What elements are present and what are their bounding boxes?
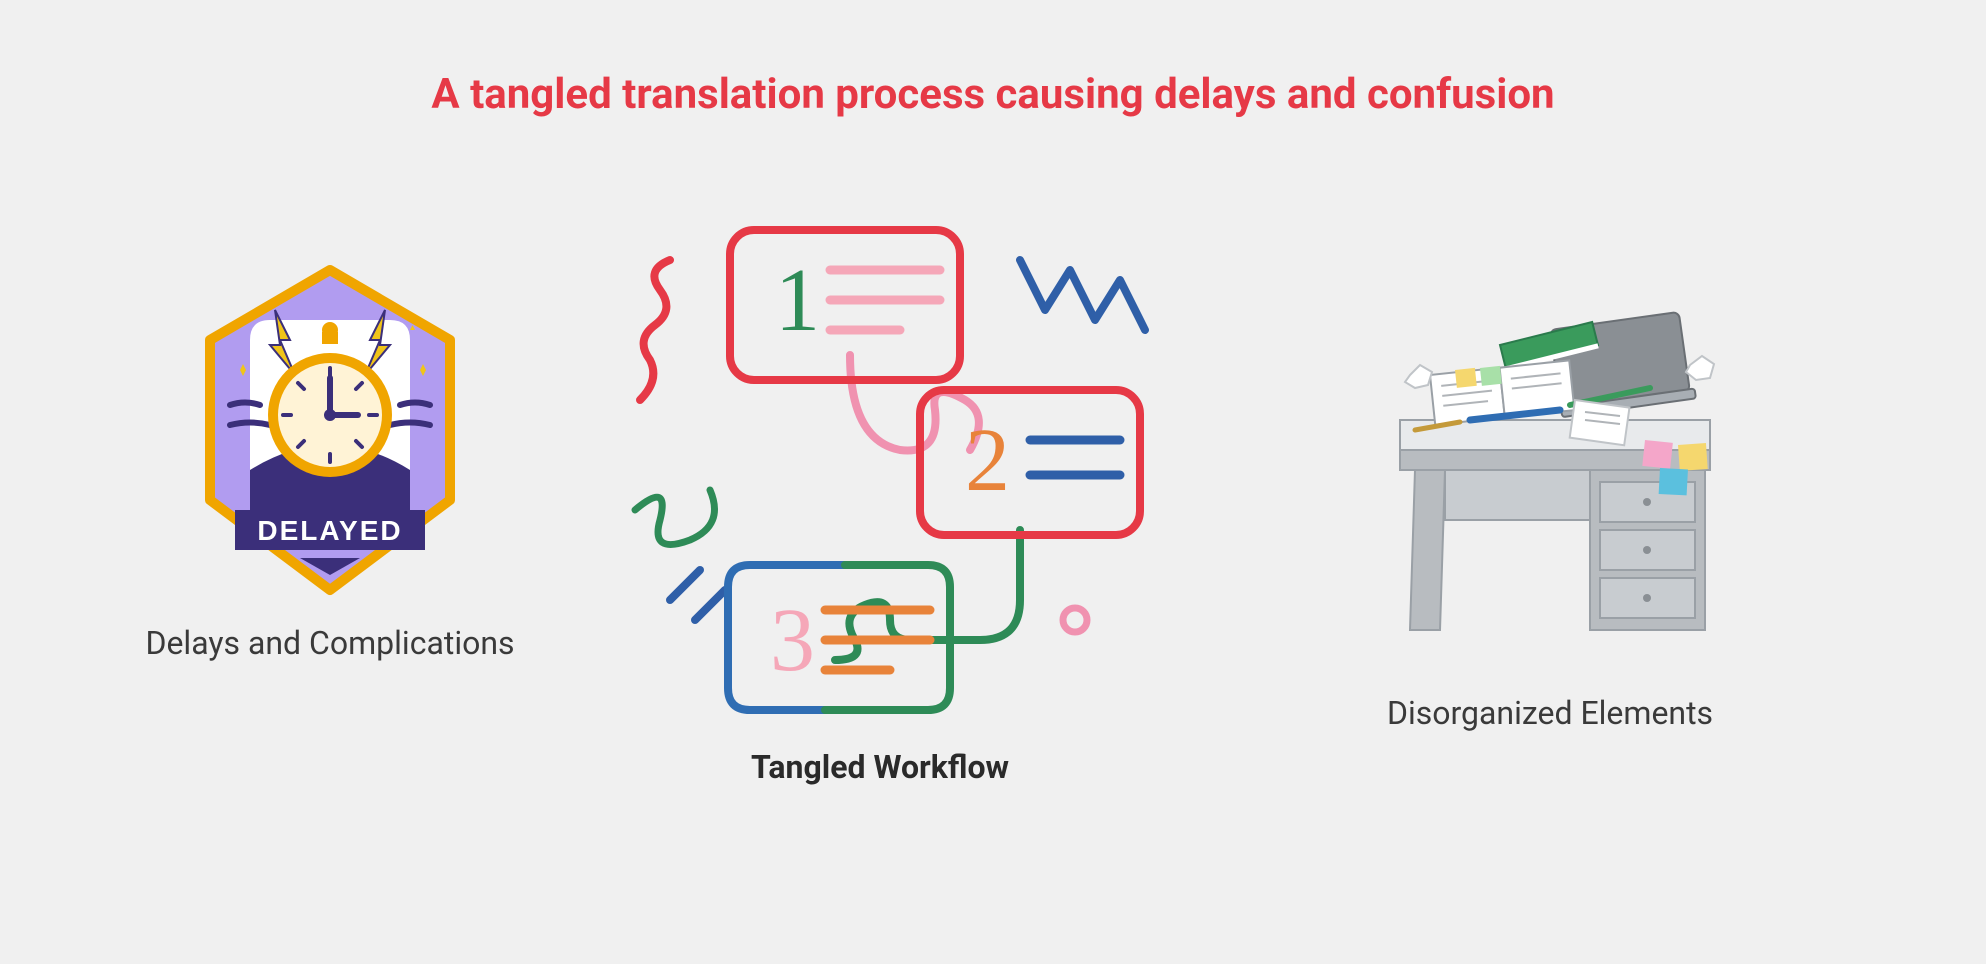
delayed-label: DELAYED [257,515,402,546]
tangled-workflow-icon: 1 2 3 [600,200,1160,720]
panel-disorganized: Disorganized Elements [1350,290,1750,732]
card-1-number: 1 [775,251,820,350]
panel-delays: DELAYED Delays and Complications [140,260,520,662]
messy-desk-icon [1360,290,1740,670]
caption-workflow: Tangled Workflow [751,748,1009,786]
main-title: A tangled translation process causing de… [0,70,1986,119]
card-3-number: 3 [770,591,815,690]
caption-disorganized: Disorganized Elements [1387,694,1713,732]
caption-delays: Delays and Complications [145,624,514,662]
card-2-number: 2 [965,411,1010,510]
panel-workflow: 1 2 3 Tangled Workflow [600,200,1160,786]
delayed-badge-icon: DELAYED [180,260,480,600]
